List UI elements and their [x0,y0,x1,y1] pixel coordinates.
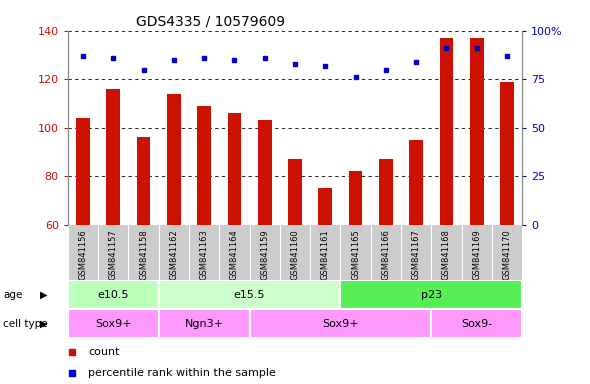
Text: Sox9+: Sox9+ [322,318,359,329]
Text: GSM841160: GSM841160 [290,229,300,280]
Bar [440,38,453,225]
Bar [250,309,431,338]
Text: GSM841166: GSM841166 [381,229,391,280]
Text: GSM841168: GSM841168 [442,229,451,280]
Text: GSM841167: GSM841167 [412,229,421,280]
Text: Sox9+: Sox9+ [95,318,132,329]
Text: GSM841170: GSM841170 [503,229,512,280]
Bar [470,38,484,225]
Text: e15.5: e15.5 [234,290,266,300]
Bar [258,121,271,225]
Text: Ngn3+: Ngn3+ [185,318,224,329]
Bar [340,280,522,309]
Bar [76,118,90,225]
Text: p23: p23 [421,290,442,300]
Bar [68,280,159,309]
Text: ▶: ▶ [40,290,48,300]
Bar [167,94,181,225]
Text: ▶: ▶ [40,318,48,329]
Text: GSM841159: GSM841159 [260,229,269,280]
Bar [409,140,423,225]
Text: GSM841163: GSM841163 [199,229,209,280]
Text: GSM841156: GSM841156 [78,229,87,280]
Text: GSM841165: GSM841165 [351,229,360,280]
Bar [500,82,514,225]
Text: GSM841161: GSM841161 [321,229,330,280]
Text: GSM841164: GSM841164 [230,229,239,280]
Text: GSM841162: GSM841162 [169,229,178,280]
Bar [197,106,211,225]
Text: count: count [88,347,120,358]
Text: GSM841157: GSM841157 [109,229,118,280]
Text: Sox9-: Sox9- [461,318,492,329]
Bar [159,309,250,338]
Bar [159,280,340,309]
Bar [106,89,120,225]
Bar [228,113,241,225]
Text: GSM841169: GSM841169 [472,229,481,280]
Text: percentile rank within the sample: percentile rank within the sample [88,368,276,379]
Bar [68,309,159,338]
Text: GDS4335 / 10579609: GDS4335 / 10579609 [136,14,285,28]
Text: GSM841158: GSM841158 [139,229,148,280]
Bar [431,309,522,338]
Bar [349,171,362,225]
Text: age: age [3,290,22,300]
Bar [319,188,332,225]
Text: e10.5: e10.5 [97,290,129,300]
Text: cell type: cell type [3,318,48,329]
Bar [379,159,393,225]
Bar [137,137,150,225]
Bar [288,159,302,225]
